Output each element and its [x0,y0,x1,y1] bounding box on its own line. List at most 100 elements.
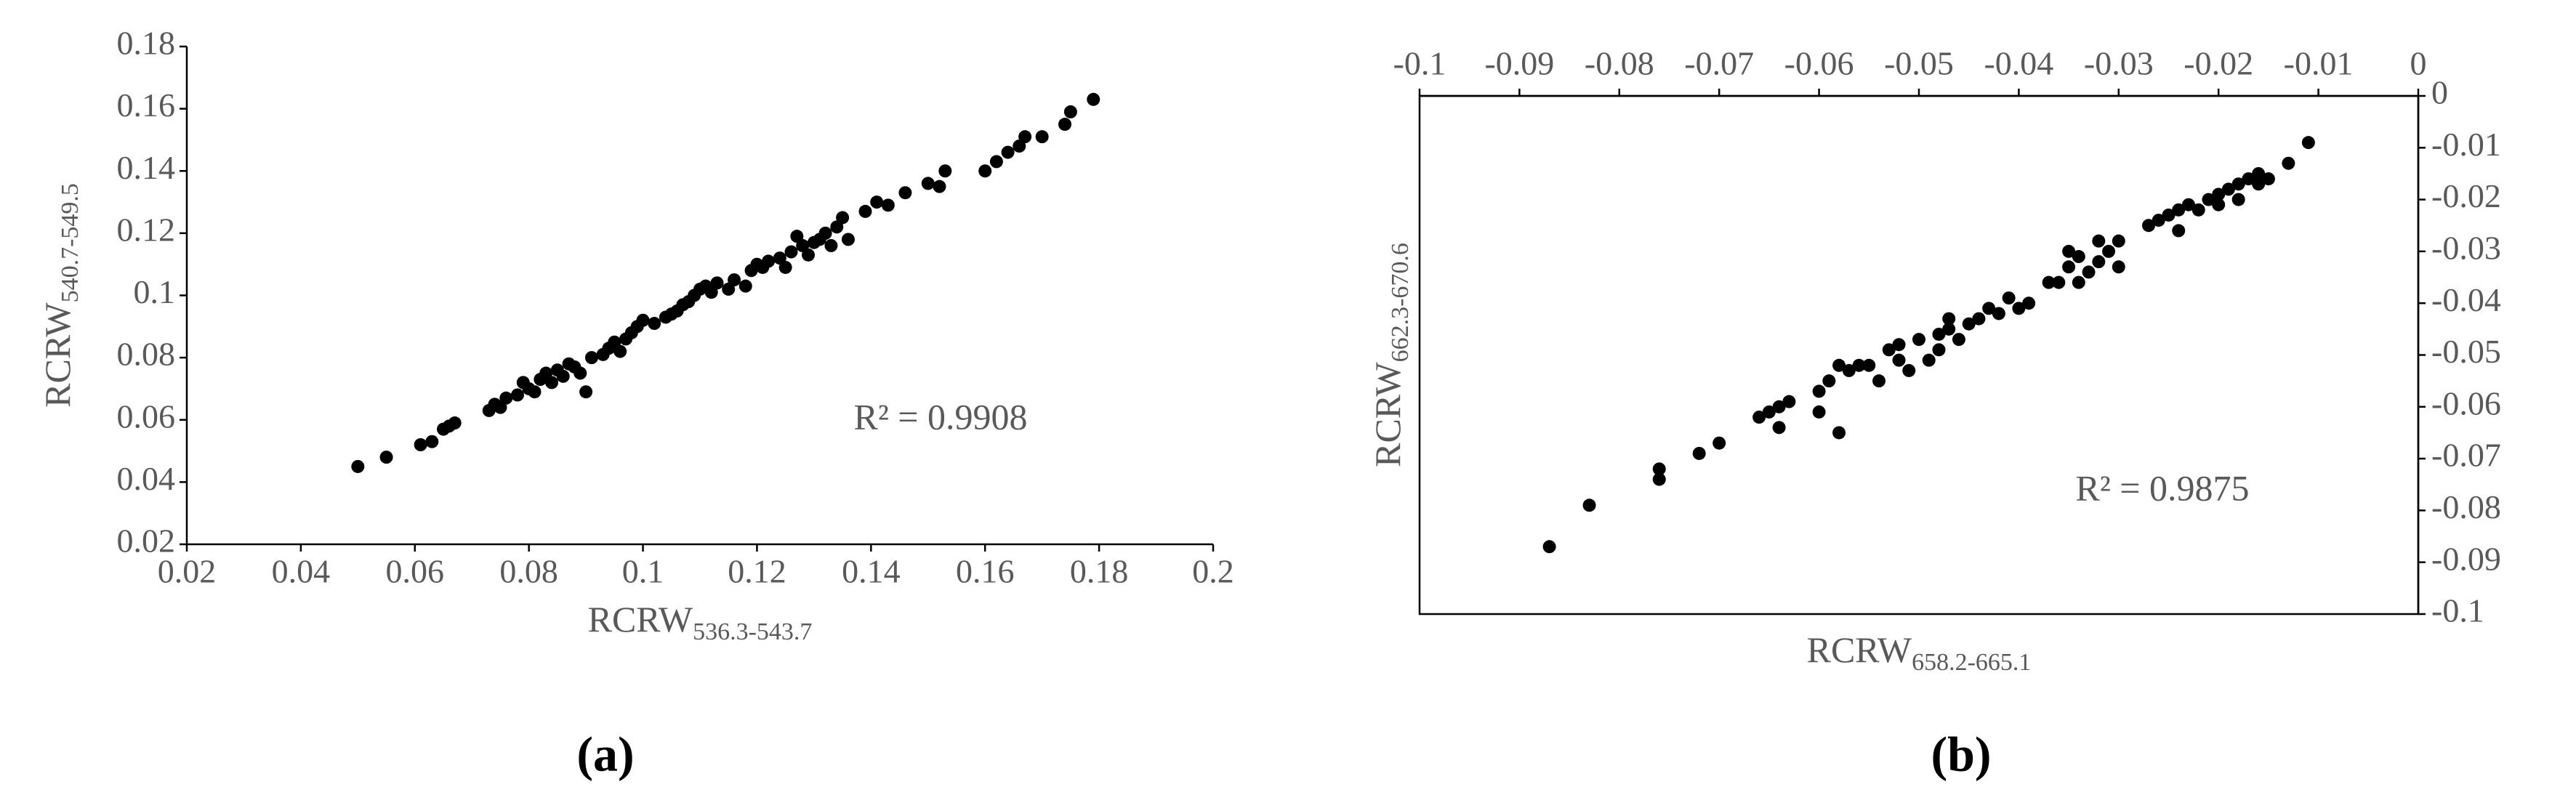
panel-label: (b) [1931,727,1991,782]
point [870,195,884,209]
x-tick-label: -0.09 [1484,45,1554,82]
x-axis-title: RCRW536.3-543.7 [588,599,813,645]
y-tick-label: -0.02 [2431,177,2501,214]
x-tick-label: 0.14 [842,553,901,590]
x-axis-title: RCRW658.2-665.1 [1807,629,2032,675]
point [2092,234,2106,248]
x-tick-label: -0.06 [1784,45,1854,82]
point [738,279,752,293]
point [1582,499,1596,512]
point [1952,333,1965,347]
point [1692,446,1706,460]
point [710,276,724,290]
point [1942,322,1956,336]
point [2072,275,2085,289]
point [1035,130,1049,144]
point [1932,343,1946,357]
point [1542,540,1556,554]
x-tick-label: -0.02 [2183,45,2253,82]
point [1712,436,1726,450]
y-tick-label: 0.18 [117,25,176,62]
point [1822,374,1836,388]
point [1652,472,1666,486]
y-tick-label: 0.08 [117,336,176,373]
point [933,179,946,193]
point [2092,255,2106,269]
x-tick-label: 0.2 [1192,553,1234,590]
point [938,164,952,178]
x-tick-label: -0.1 [1393,45,1446,82]
point [1832,358,1846,372]
x-tick-label: 0.1 [622,553,664,590]
point [1892,353,1906,367]
point [2062,260,2076,274]
point [824,239,838,252]
point [2212,198,2226,211]
point [2261,172,2275,186]
point [1087,92,1100,106]
point [2252,177,2266,191]
point [1762,405,1776,419]
y-axis-title: RCRW540.7-549.5 [37,183,83,408]
y-tick-label: -0.03 [2431,229,2501,266]
point [2112,234,2125,248]
point [898,186,912,200]
point [2002,291,2016,305]
point [2252,166,2266,180]
point [2301,136,2315,150]
point [1962,317,1976,331]
point [2181,198,2195,211]
y-tick-label: 0.06 [117,398,176,435]
point [1652,462,1666,476]
point [1982,302,1996,315]
point [2231,177,2245,191]
point [1902,363,1916,377]
point [2042,275,2056,289]
point [1912,333,1925,347]
point [648,317,661,331]
point [1872,374,1886,388]
x-tick-label: 0 [2410,45,2427,82]
point [2012,302,2026,315]
point [2221,182,2235,196]
point [2282,156,2295,170]
point [579,385,593,399]
point [448,416,462,430]
point [784,245,798,259]
x-axis-title-subscript: 536.3-543.7 [693,618,812,645]
point [2102,244,2116,258]
point [556,369,570,383]
point [778,260,792,274]
x-tick-label: 0.16 [956,553,1015,590]
point [584,351,598,365]
point [2242,172,2255,186]
point [510,388,524,402]
point [1772,421,1786,435]
point [2231,193,2245,206]
point [921,177,935,190]
y-tick-label: 0.12 [117,211,176,248]
y-tick-label: 0.04 [117,460,176,497]
point [2062,244,2076,258]
point [1922,353,1936,367]
point [2152,214,2165,227]
annotation: R² = 0.9875 [2075,467,2249,508]
y-axis-title: RCRW662.3-670.6 [1367,243,1413,467]
y-tick-label: -0.08 [2431,488,2501,525]
point [2162,208,2175,222]
x-tick-label: -0.08 [1585,45,1654,82]
y-axis-title-main: RCRW [37,302,78,408]
point [2191,203,2205,217]
point [841,233,855,246]
y-tick-label: 0 [2431,74,2448,111]
y-axis-title-main: RCRW [1367,362,1408,467]
point [1782,395,1796,408]
point [2022,296,2036,310]
point [573,366,587,380]
point [978,164,992,178]
point [2142,219,2156,233]
point [425,435,439,448]
annotation: R² = 0.9908 [853,396,1027,437]
point [2172,203,2186,217]
point [545,376,559,390]
